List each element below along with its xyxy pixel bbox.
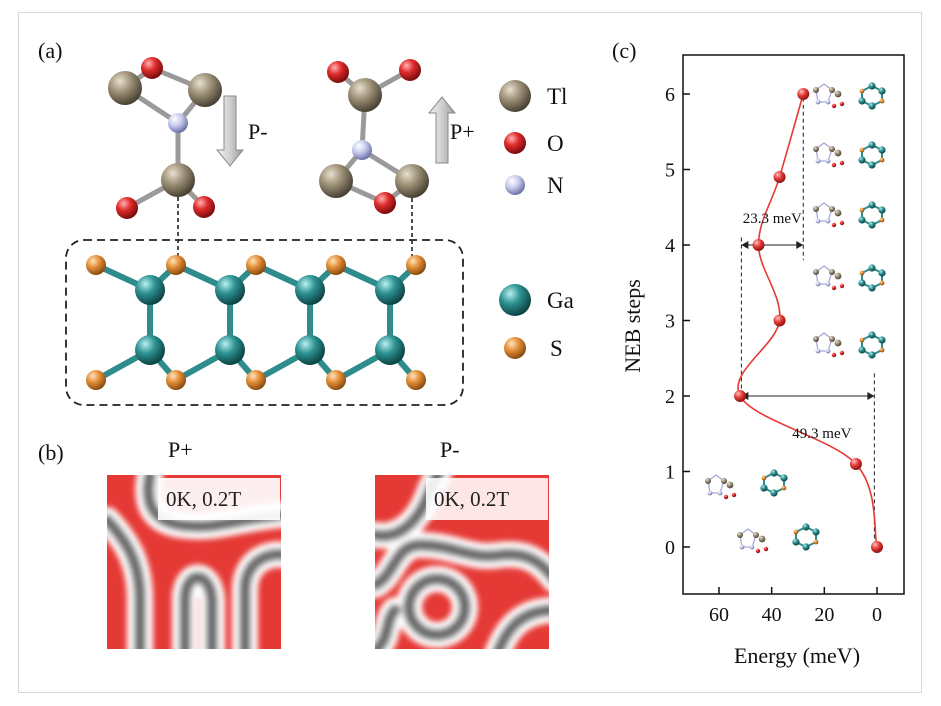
energy-point: [797, 88, 810, 100]
ga-atom: [295, 275, 325, 305]
panel-a-label: (a): [38, 38, 62, 63]
x-tick-label: 40: [762, 604, 782, 626]
mini-gas-ring: [760, 469, 788, 497]
arrowhead-icon: [796, 241, 804, 249]
arrowhead-icon: [741, 241, 749, 249]
legend-ga: Ga: [547, 288, 574, 313]
barrier-label-49: 49.3 meV: [792, 426, 851, 442]
map-left-title: P+: [168, 437, 193, 462]
x-axis-title: Energy (meV): [734, 643, 860, 668]
ga-atom: [135, 335, 165, 365]
chart-frame: [682, 54, 905, 595]
mini-gas-ring: [858, 331, 886, 359]
y-tick-label: 5: [665, 160, 675, 182]
arrow-down-icon: [215, 95, 245, 167]
energy-point: [871, 541, 883, 553]
s-atom: [86, 370, 106, 390]
energy-points: [734, 88, 883, 553]
map-left-condition: 0K, 0.2T: [166, 487, 241, 511]
mini-molecule: [813, 265, 845, 291]
x-tick-label: 60: [709, 604, 729, 626]
mini-molecule: [737, 528, 769, 554]
legend-s: S: [550, 336, 563, 361]
molecule-p-minus: [108, 57, 222, 219]
legend-tl: Tl: [547, 84, 567, 109]
ga-atom: [295, 335, 325, 365]
mini-gas-ring: [858, 264, 886, 292]
panel-c-label: (c): [612, 38, 636, 63]
mini-molecule: [813, 332, 845, 358]
ga-atom: [215, 335, 245, 365]
y-tick-label: 1: [665, 462, 675, 484]
s-atom: [246, 370, 266, 390]
y-tick-label: 6: [665, 84, 675, 106]
y-axis-title: NEB steps: [620, 279, 645, 373]
s-atom: [406, 370, 426, 390]
p-plus-label: P+: [450, 119, 475, 144]
barrier-label-23: 23.3 meV: [743, 211, 802, 227]
map-right-title: P-: [440, 437, 460, 462]
energy-point: [849, 457, 862, 470]
s-atom: [406, 255, 426, 275]
x-tick-label: 0: [872, 604, 882, 626]
ga-atom: [215, 275, 245, 305]
atom-legend: Tl O N Ga S: [499, 80, 574, 361]
map-right-condition: 0K, 0.2T: [434, 487, 509, 511]
y-tick-label: 2: [665, 386, 675, 408]
mini-gas-ring: [858, 141, 886, 169]
legend-n: N: [547, 173, 564, 198]
energy-point: [773, 314, 786, 327]
panel-b-label: (b): [38, 440, 64, 465]
arrow-up-icon: [427, 96, 457, 164]
mini-molecule: [813, 202, 845, 228]
molecule-p-plus: [319, 59, 429, 214]
mini-molecule: [813, 142, 845, 168]
o-atom-icon: [504, 132, 526, 154]
tl-atom-icon: [499, 80, 531, 112]
y-tick-label: 0: [665, 537, 675, 559]
ga-atom: [375, 335, 405, 365]
figure-frame: [18, 12, 922, 693]
ga-atom: [375, 275, 405, 305]
energy-point: [734, 390, 747, 402]
chart-ticks: 0 1 2 3 4 5 6 60 40 20 0: [665, 84, 882, 626]
legend-o: O: [547, 131, 564, 156]
ga-atom: [135, 275, 165, 305]
mini-gas-ring: [858, 201, 886, 229]
arrowhead-icon: [867, 392, 875, 400]
energy-point: [773, 171, 786, 184]
domain-map-right: [375, 475, 549, 649]
n-atom-icon: [505, 175, 525, 195]
s-atom: [166, 255, 186, 275]
p-minus-label: P-: [248, 119, 268, 144]
neb-energy-chart: 0 1 2 3 4 5 6 60 40 20 0 23.3 meV 49.3 meV Energy …: [620, 54, 905, 668]
s-atom: [86, 255, 106, 275]
s-atom: [246, 255, 266, 275]
s-atom: [326, 370, 346, 390]
connector-lines: [177, 197, 413, 262]
y-tick-label: 3: [665, 311, 675, 333]
s-atom: [326, 255, 346, 275]
y-tick-label: 4: [665, 235, 675, 257]
chart-structure-insets: [705, 82, 886, 554]
s-atom: [166, 370, 186, 390]
mini-gas-ring: [792, 523, 820, 551]
energy-point: [752, 239, 765, 251]
chart-guides: [740, 97, 875, 544]
domain-map-left: [107, 475, 281, 649]
s-atom-icon: [504, 337, 526, 359]
ga-atom-icon: [499, 284, 531, 316]
energy-curve: [737, 93, 878, 548]
mini-molecule: [705, 474, 737, 500]
x-tick-label: 20: [814, 604, 834, 626]
mini-molecule: [813, 83, 845, 109]
mini-gas-ring: [858, 82, 886, 110]
gas-slab-structure: [86, 255, 426, 390]
